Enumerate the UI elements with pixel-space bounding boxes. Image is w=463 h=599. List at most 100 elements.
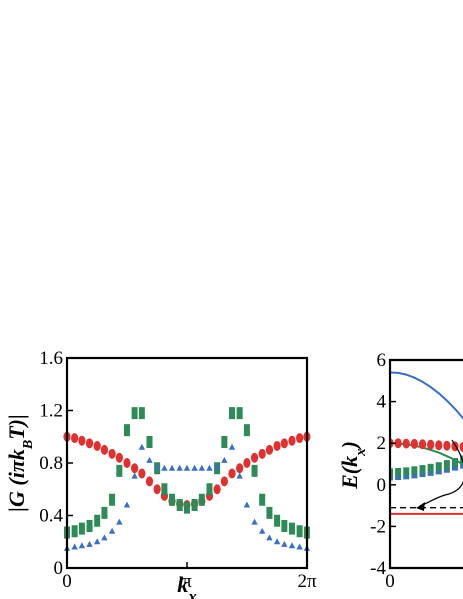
chart2-xtick-label-0: 0: [385, 571, 395, 592]
chart1-series-1-point-25: [251, 464, 258, 477]
chart1-series-0-point-24: [243, 458, 251, 468]
chart1-series-0-point-9: [131, 463, 139, 474]
chart1-series-2-point-6: [108, 527, 116, 534]
chart2-series-2-point-1: [394, 438, 402, 449]
chart2-annotation-arrow: [419, 439, 463, 507]
chart1-series-0-point-25: [250, 452, 259, 463]
chart1-series-0-point-11: [145, 476, 154, 487]
chart1-series-1-point-21: [221, 436, 228, 448]
chart1-series-2-point-12: [153, 463, 161, 470]
chart2-series-4-point-6: [435, 468, 442, 475]
chart1-series-2-point-2: [78, 542, 86, 549]
chart1-series-1-point-18: [198, 493, 205, 506]
chart2-series-3-point-7: [443, 460, 450, 473]
chart2-ytick-label-5: 6: [377, 350, 387, 371]
chart1-series-1-point-11: [146, 436, 153, 448]
chart2-series-4-point-9: [459, 462, 463, 469]
chart1-series-2-point-11: [146, 456, 153, 463]
chart1-series-0-point-12: [153, 484, 161, 495]
chart1-series-1-point-13: [161, 483, 168, 496]
chart2-series-4-point-4: [419, 470, 426, 477]
chart1-ticks: 0 0.4 0.8 1.2 1.6 0 π 2π: [39, 348, 317, 592]
green-function-chart: 0 0.4 0.8 1.2 1.6 0 π 2π |G (iπkBT)| kx: [4, 348, 317, 599]
chart1-xlabel: kx: [177, 572, 197, 599]
chart2-ytick-label-2: 0: [377, 475, 387, 496]
chart1-series-0-point-28: [273, 440, 281, 451]
chart1-series-1-point-15: [176, 499, 183, 511]
chart2-series-3-point-0: [390, 468, 393, 481]
chart1-series-2-point-8: [123, 501, 131, 508]
chart1-series-2-point-13: [161, 464, 168, 471]
chart2-series-2-point-3: [410, 438, 418, 449]
chart1-series-2-point-25: [251, 518, 258, 525]
chart1-series-1-point-3: [86, 520, 93, 532]
chart1-series-2-point-31: [296, 543, 303, 550]
chart1-series-1-point-4: [94, 514, 101, 527]
chart2-ytick-label-0: -4: [370, 558, 386, 579]
chart1-series-2-point-17: [191, 464, 198, 471]
chart1-series-0-point-7: [115, 452, 123, 463]
chart2-series-2-point-5: [427, 439, 435, 450]
chart1-series-1-point-14: [169, 493, 176, 506]
chart1-series-2-point-14: [168, 464, 176, 471]
chart1-series-0-point-10: [138, 468, 146, 479]
chart1-series-0-point-5: [100, 444, 109, 455]
chart1-series-2-point-9: [131, 472, 138, 479]
chart2-series-4-point-7: [443, 466, 451, 473]
chart1-series-1-point-9: [131, 407, 138, 420]
chart1-series-2-point-29: [281, 540, 288, 547]
chart2-ytick-label-4: 4: [377, 392, 387, 413]
chart1-ytick-label-1: 0.4: [39, 506, 63, 527]
chart1-series-1-point-16: [183, 501, 190, 514]
chart2-series-2-point-6: [435, 440, 443, 451]
chart1-series-1-point-2: [78, 522, 85, 535]
chart1-xtick-label-1: π: [182, 571, 192, 592]
chart2-series-0-line: [390, 371, 463, 420]
chart2-series-4-point-8: [451, 464, 459, 471]
chart2-ytick-label-3: 2: [377, 433, 387, 454]
chart1-series-2-point-27: [266, 534, 273, 541]
chart1-series-1-point-6: [109, 493, 116, 506]
chart1-series-2-point-20: [213, 463, 221, 470]
chart1-series-0-point-22: [228, 468, 236, 479]
chart1-marks: [63, 407, 311, 551]
chart2-ylabel: E(kx): [337, 441, 369, 490]
chart1-series-0-point-20: [213, 484, 221, 495]
chart1-series-0-point-8: [123, 458, 131, 468]
chart1-series-1-point-31: [296, 525, 303, 538]
chart2-ytick-label-1: -2: [370, 516, 386, 537]
chart2-marks: [390, 371, 463, 515]
chart1-series-2-point-15: [176, 464, 183, 471]
chart1-series-1-point-1: [71, 525, 78, 538]
chart2-series-3-point-8: [452, 458, 458, 470]
chart1-ylabel: |G (iπkBT)|: [4, 414, 36, 512]
chart1-series-2-point-22: [228, 443, 236, 450]
chart2-series-4-point-3: [411, 472, 418, 479]
chart1-series-0-point-4: [93, 440, 101, 451]
chart1-series-2-point-19: [206, 464, 213, 471]
chart2-ticks: -4 -2 0 2 4 6 0: [370, 350, 396, 592]
energy-dispersion-chart: -4 -2 0 2 4 6 0 E(kx): [337, 350, 463, 592]
chart1-series-1-point-30: [288, 522, 295, 535]
chart1-series-2-point-7: [116, 518, 123, 525]
chart1-series-2-point-26: [258, 527, 266, 534]
chart1-series-0-point-23: [236, 463, 244, 474]
chart1-xtick-label-0: 0: [62, 571, 72, 592]
chart2-series-3-point-9: [460, 455, 463, 468]
chart1-series-2-point-16: [183, 464, 191, 471]
chart2-series-4-point-1: [394, 473, 402, 480]
chart1-series-2-point-10: [138, 443, 146, 450]
chart2-series-4-point-2: [403, 472, 410, 479]
chart1-ytick-label-3: 1.2: [39, 401, 63, 422]
chart1-series-1-point-8: [123, 424, 130, 437]
chart1-series-2-point-23: [236, 472, 243, 479]
chart1-series-0-point-3: [85, 438, 94, 449]
chart2-series-4-point-5: [427, 469, 434, 476]
chart1-series-1-point-5: [101, 506, 108, 519]
chart1-series-2-point-3: [86, 540, 93, 547]
chart1-series-1-point-28: [274, 514, 281, 527]
chart1-series-2-point-4: [93, 538, 101, 545]
chart2-series-2-point-7: [443, 440, 451, 451]
chart1-series-2-point-1: [71, 543, 78, 550]
